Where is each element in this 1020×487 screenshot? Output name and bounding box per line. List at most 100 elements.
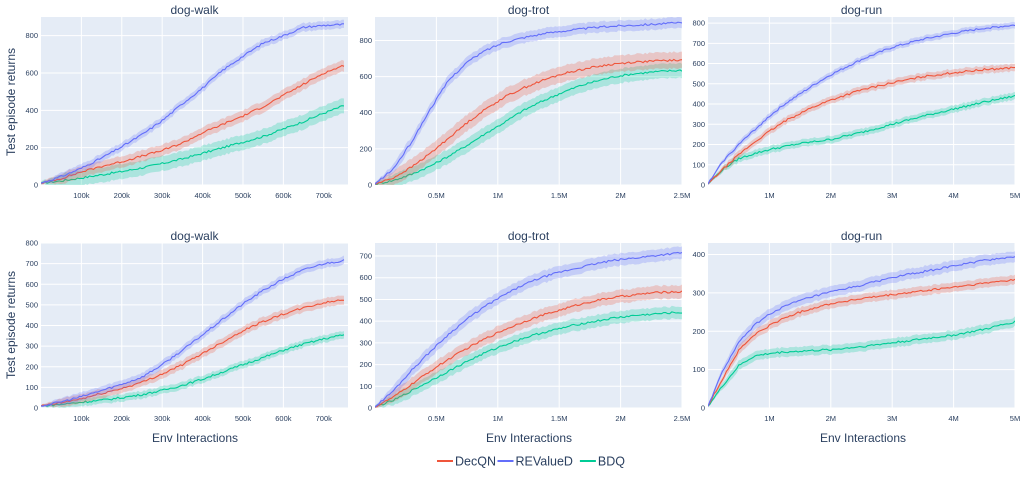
x-tick-label: 1M (493, 414, 503, 423)
series-group (375, 246, 682, 408)
y-tick-label: 200 (359, 144, 372, 153)
x-tick-label: 200k (114, 191, 131, 200)
x-axis-label-1: Env Interactions (152, 431, 238, 445)
band-revalued (708, 251, 1015, 408)
x-tick-label: 5M (1010, 191, 1020, 200)
band-bdq (708, 316, 1015, 407)
x-tick-label: 5M (1010, 414, 1020, 423)
line-decqn (41, 64, 345, 184)
x-tick-label: 2M (826, 191, 836, 200)
panel-3: 1M 2M 3M 4M 5M 0 100 200 300 400 500 600 700 800 dog-r… (692, 3, 1020, 200)
series-group (41, 19, 345, 185)
y-tick-label: 700 (359, 252, 372, 261)
line-revalued (41, 259, 345, 407)
x-tick-label: 1M (493, 191, 503, 200)
y-tick-label: 700 (25, 259, 38, 268)
line-revalued (708, 24, 1015, 185)
plot-background (375, 243, 682, 408)
x-tick-label: 2.5M (674, 414, 691, 423)
band-decqn (708, 274, 1015, 407)
x-tick-label: 300k (154, 191, 171, 200)
line-bdq (41, 334, 345, 407)
legend-label-revalued: REValueD (516, 455, 573, 469)
x-tick-label: 600k (275, 414, 292, 423)
y-tick-label: 600 (692, 59, 705, 68)
y-tick-label: 400 (359, 108, 372, 117)
y-tick-label: 100 (359, 382, 372, 391)
y-tick-label: 400 (692, 250, 705, 259)
y-tick-label: 200 (25, 143, 38, 152)
y-tick-label: 300 (359, 338, 372, 347)
x-tick-label: 4M (948, 191, 958, 200)
band-decqn (41, 295, 344, 408)
panel-2: 0.5M 1M 1.5M 2M 2.5M 0 200 400 600 800 dog-trot (359, 3, 690, 200)
y-tick-label: 300 (25, 342, 38, 351)
x-tick-label: 200k (114, 414, 131, 423)
y-tick-label: 0 (368, 404, 372, 413)
plot-background (375, 17, 682, 185)
x-tick-label: 1.5M (551, 191, 568, 200)
y-tick-label: 400 (25, 321, 38, 330)
x-tick-label: 700k (316, 414, 333, 423)
y-tick-label: 100 (692, 160, 705, 169)
line-revalued (375, 21, 682, 185)
x-axis-label-3: Env Interactions (820, 431, 906, 445)
line-bdq (375, 311, 682, 408)
y-tick-label: 0 (34, 181, 38, 190)
panels: 100k 200k 300k 400k 500k 600k 700k 0 200 400 600 80… (25, 3, 1020, 423)
legend-label-bdq: BDQ (598, 455, 625, 469)
y-tick-label: 0 (701, 404, 705, 413)
panel-6: 1M 2M 3M 4M 5M 0 100 200 300 400 dog-run (692, 229, 1020, 423)
band-decqn (375, 284, 682, 408)
y-tick-label: 600 (359, 72, 372, 81)
panel-title: dog-run (841, 229, 882, 243)
line-decqn (375, 290, 682, 408)
series-group (708, 251, 1015, 408)
x-tick-label: 100k (73, 191, 90, 200)
band-revalued (375, 17, 682, 185)
x-tick-label: 100k (73, 414, 90, 423)
y-tick-label: 800 (25, 239, 38, 248)
panel-title: dog-walk (170, 3, 219, 17)
line-decqn (708, 278, 1015, 407)
panel-title: dog-trot (508, 229, 550, 243)
line-bdq (375, 69, 682, 185)
x-tick-label: 3M (887, 414, 897, 423)
x-tick-label: 300k (154, 414, 171, 423)
panel-title: dog-run (841, 3, 882, 17)
line-bdq (41, 105, 345, 184)
panel-1: 100k 200k 300k 400k 500k 600k 700k 0 200 400 600 80… (25, 3, 348, 200)
x-tick-label: 2M (615, 414, 625, 423)
line-decqn (708, 66, 1015, 185)
y-tick-label: 500 (359, 295, 372, 304)
band-decqn (708, 63, 1015, 185)
y-tick-label: 100 (25, 383, 38, 392)
line-revalued (708, 256, 1015, 407)
y-tick-label: 0 (34, 404, 38, 413)
band-bdq (708, 91, 1015, 185)
line-revalued (41, 23, 344, 184)
line-decqn (41, 299, 345, 407)
y-tick-label: 300 (692, 120, 705, 129)
x-tick-label: 1M (764, 191, 774, 200)
line-bdq (708, 94, 1015, 185)
panel-5: 0.5M 1M 1.5M 2M 2.5M 0 100 200 300 400 500 600 700 do… (359, 229, 690, 423)
band-bdq (375, 305, 682, 408)
line-revalued (375, 251, 682, 408)
x-tick-label: 600k (275, 191, 292, 200)
y-tick-label: 300 (692, 288, 705, 297)
y-tick-label: 0 (368, 181, 372, 190)
plot-background (708, 243, 1015, 408)
y-tick-label: 800 (25, 31, 38, 40)
legend: DecQN REValueD BDQ (437, 455, 625, 469)
series-group (375, 17, 682, 185)
y-tick-label: 100 (692, 365, 705, 374)
y-tick-label: 500 (692, 79, 705, 88)
plot-background (708, 17, 1015, 185)
series-group (708, 21, 1015, 185)
y-tick-label: 200 (692, 140, 705, 149)
x-tick-label: 0.5M (428, 414, 445, 423)
y-tick-label: 200 (25, 362, 38, 371)
band-revalued (41, 255, 344, 408)
